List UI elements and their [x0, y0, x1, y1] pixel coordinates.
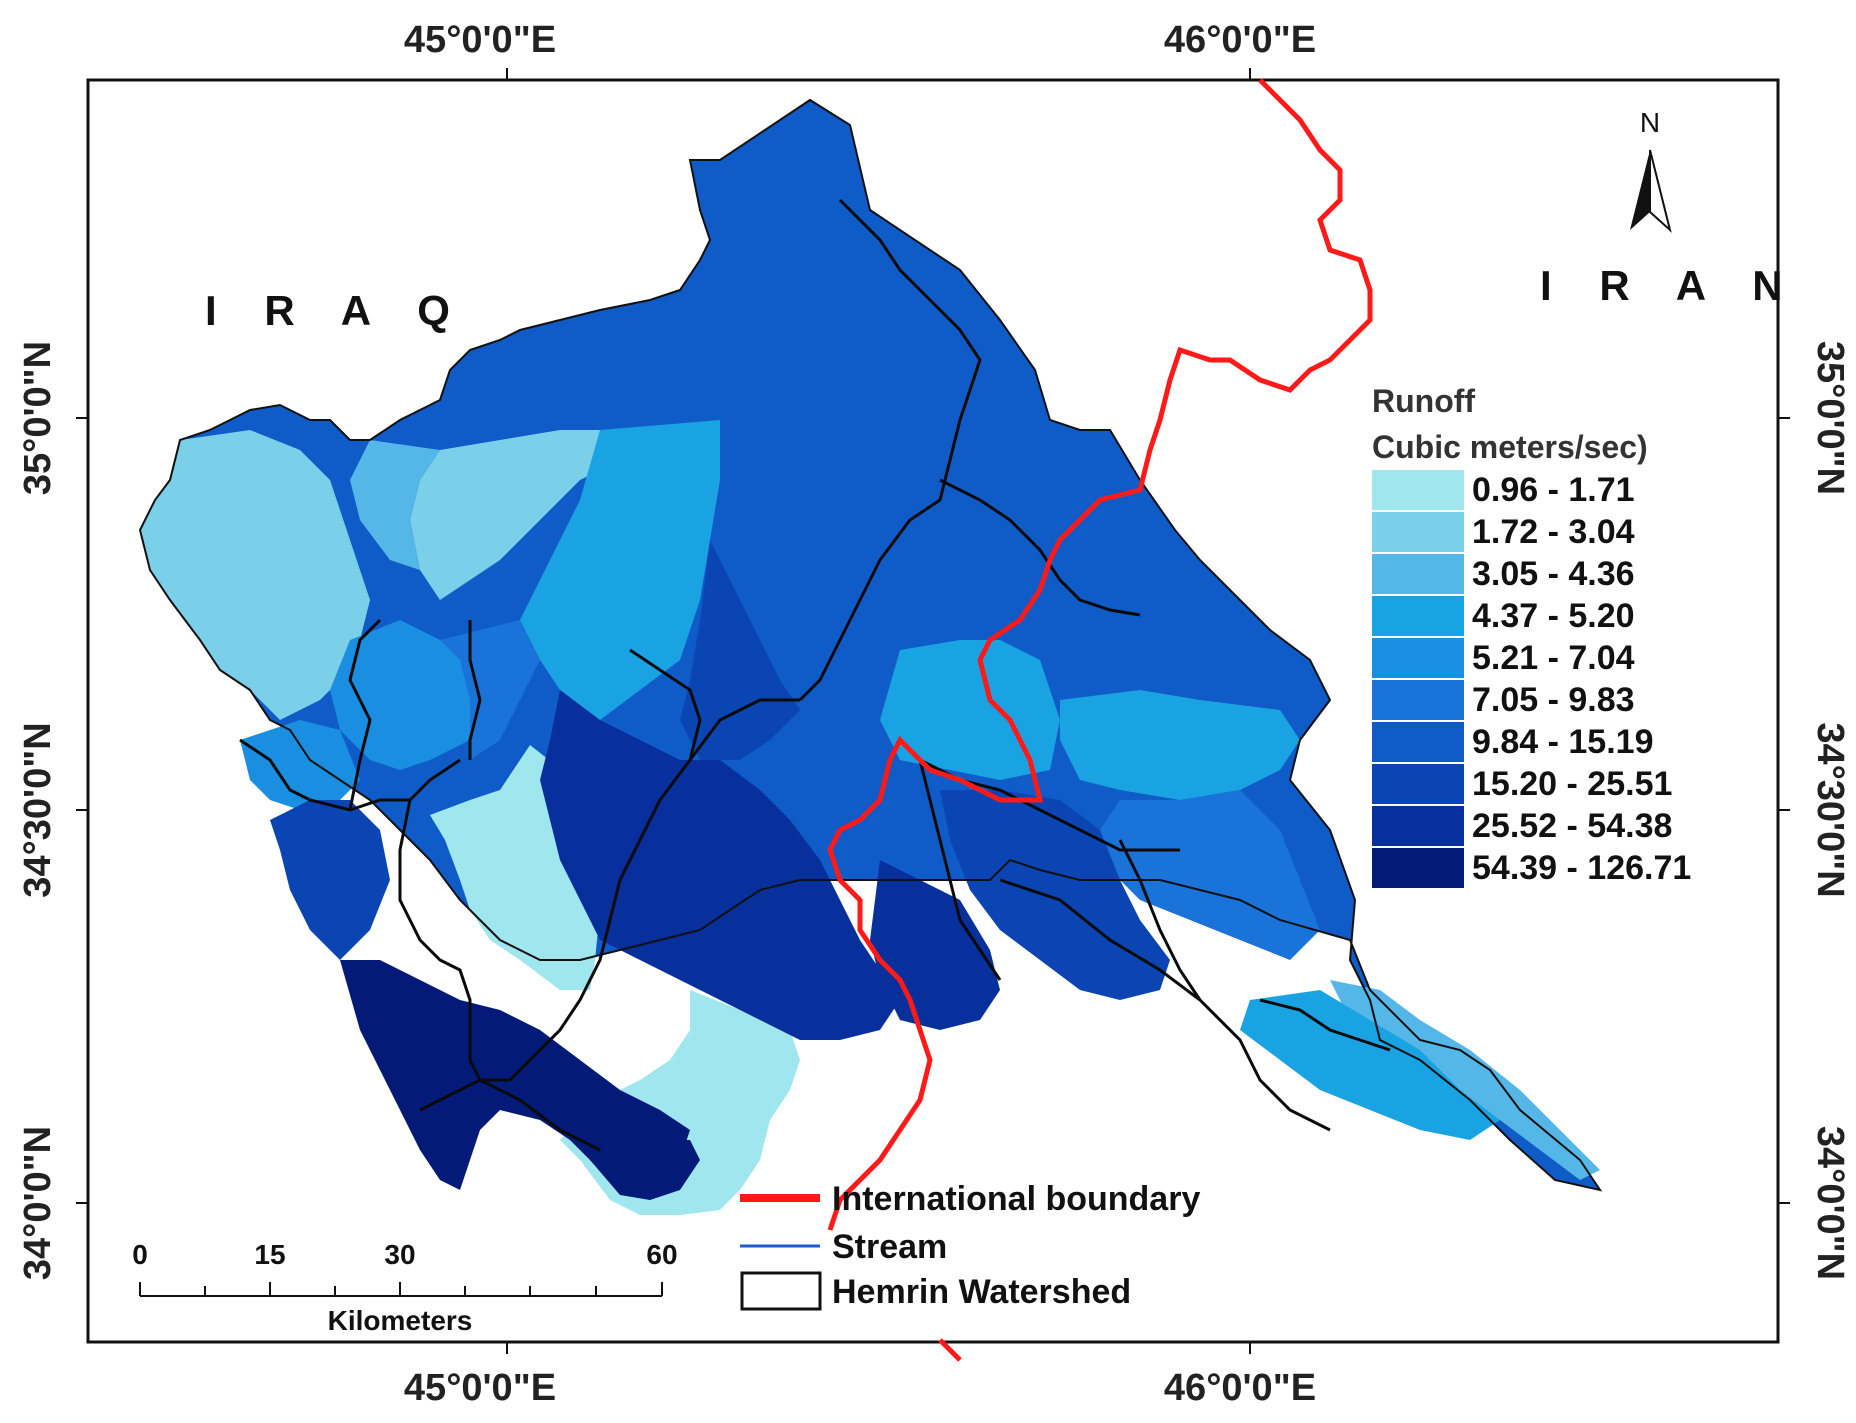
north-arrow-label: N [1640, 107, 1660, 138]
legend-label-2: 1.72 - 3.04 [1472, 513, 1635, 551]
legend-label-7: 9.84 - 15.19 [1472, 723, 1653, 761]
stream-main-north [798, 198, 982, 702]
legend-label-3: 3.05 - 4.36 [1472, 555, 1635, 593]
scale-tick-15: 15 [254, 1239, 285, 1270]
scale-tick-30: 30 [384, 1239, 415, 1270]
legend-label-5: 5.21 - 7.04 [1472, 639, 1635, 677]
subbasin-class-3-b [1330, 980, 1600, 1180]
international-boundary-south [938, 1338, 962, 1362]
subbasin-class-6-b [1100, 790, 1320, 960]
stream-south-west [419, 1078, 510, 1112]
stream-main-south [508, 698, 800, 1082]
legend-title-line1: Runoff [1372, 383, 1475, 419]
lat-label-left-3430: 34°30'0"N [17, 722, 59, 897]
lat-label-right-3430: 34°30'0"N [1809, 722, 1851, 897]
legend-label-10: 54.39 - 126.71 [1472, 849, 1691, 887]
stream-central [629, 648, 702, 761]
stream-far-southeast [1259, 998, 1391, 1052]
subbasin-class-2-a [140, 430, 370, 720]
legend-swatch-6 [1372, 680, 1464, 720]
lat-label-left-34: 34°0'0"N [17, 1126, 59, 1280]
lon-label-top-45: 45°0'0"E [404, 19, 556, 61]
legend-swatch-9 [1372, 806, 1464, 846]
stream-west-branch-2 [348, 618, 382, 811]
legend-swatch-8 [1372, 764, 1464, 804]
legend-swatch-4 [1372, 596, 1464, 636]
watershed-legend-swatch [740, 1271, 822, 1311]
stream-west-branch-3 [468, 620, 482, 760]
subbasin-class-5-b [240, 720, 360, 810]
legend-swatch-2 [1372, 512, 1464, 552]
subbasin-class-8-c [940, 790, 1170, 1000]
legend-label-9: 25.52 - 54.38 [1472, 807, 1672, 845]
stream-west-lower [398, 799, 482, 1081]
country-label-iraq: I R A Q [205, 287, 468, 334]
lat-label-right-34: 34°0'0"N [1809, 1126, 1851, 1280]
subbasin-class-4-b [880, 640, 1060, 780]
layer-legend: International boundary Stream Hemrin Wat… [740, 1180, 1200, 1311]
subbasin-class-3-a [350, 440, 440, 570]
lon-label-bottom-45: 45°0'0"E [404, 1367, 556, 1409]
subbasin-class-10-b [590, 1130, 700, 1200]
frame-ticks [76, 68, 1790, 1354]
subbasin-class-2-b [410, 430, 620, 600]
runoff-legend: Runoff Cubic meters/sec) 0.96 - 1.71 1.72… [1372, 383, 1691, 888]
subbasin-class-4-d [1240, 990, 1500, 1140]
stream-south-end [479, 1078, 601, 1152]
scale-bar: 0 15 30 60 Kilometers [132, 1239, 677, 1336]
international-boundary [827, 78, 1373, 1231]
legend-label-4: 4.37 - 5.20 [1472, 597, 1635, 635]
lon-label-top-46: 46°0'0"E [1164, 19, 1316, 61]
legend-items: 0.96 - 1.71 1.72 - 3.04 3.05 - 4.36 4.37 - … [1372, 470, 1691, 888]
legend-swatch-1 [1372, 470, 1464, 510]
subbasin-class-4-a [520, 420, 720, 720]
lat-label-right-35: 35°0'0"N [1809, 341, 1851, 495]
legend-label-6: 7.05 - 9.83 [1472, 681, 1635, 719]
stream-legend-label: Stream [832, 1228, 947, 1266]
scale-tick-60: 60 [646, 1239, 677, 1270]
legend-swatch-10 [1372, 848, 1464, 888]
legend-swatch-7 [1372, 722, 1464, 762]
subbasin-class-8-a [680, 540, 800, 760]
watershed-subbasins [140, 100, 1600, 1215]
legend-swatch-5 [1372, 638, 1464, 678]
legend-label-8: 15.20 - 25.51 [1472, 765, 1672, 803]
subbasin-class-6-a [440, 620, 540, 760]
scale-unit-label: Kilometers [328, 1305, 473, 1336]
stream-east-lower-2 [918, 759, 1002, 981]
lat-label-left-35: 35°0'0"N [17, 341, 59, 495]
subbasin-class-4-c [1060, 690, 1300, 800]
lon-label-bottom-46: 46°0'0"E [1164, 1367, 1316, 1409]
subbasin-class-9-a [540, 690, 900, 1040]
north-arrow-icon: N [1630, 107, 1672, 233]
country-label-iran: I R A N [1540, 262, 1801, 309]
legend-title-line2: Cubic meters/sec) [1372, 429, 1648, 465]
boundary-legend-label: International boundary [832, 1180, 1200, 1218]
stream-southeast-2 [1118, 839, 1202, 1001]
scale-tick-0: 0 [132, 1239, 148, 1270]
subbasin-class-8-b [270, 800, 390, 960]
legend-swatch-3 [1372, 554, 1464, 594]
legend-label-1: 0.96 - 1.71 [1472, 471, 1635, 509]
watershed-legend-label: Hemrin Watershed [832, 1273, 1131, 1311]
